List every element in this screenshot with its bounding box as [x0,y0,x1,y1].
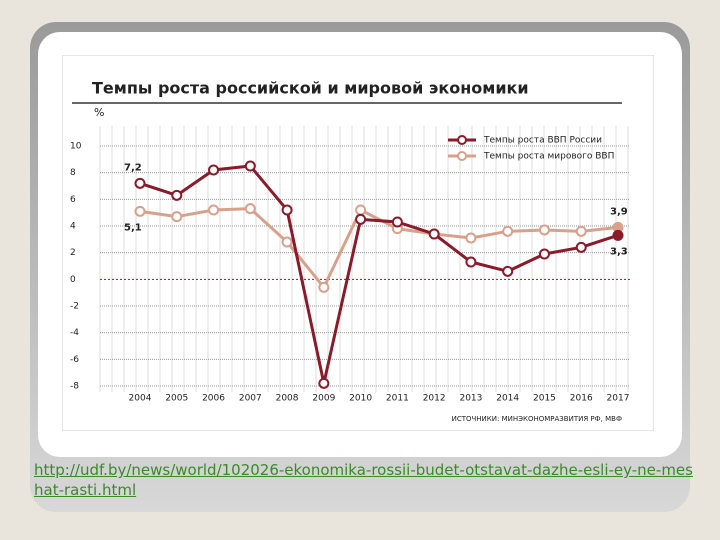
data-point [244,160,256,172]
data-point [538,224,550,236]
x-tick-label: 2012 [423,394,446,404]
data-point [208,164,220,176]
y-tick-label: -4 [70,328,79,338]
y-tick-label: 4 [70,222,76,232]
data-point [575,241,587,253]
y-tick-label: -2 [70,302,79,312]
x-tick-label: 2014 [496,394,519,404]
x-tick-label: 2013 [459,394,482,404]
x-tick-label: 2010 [349,394,372,404]
data-point [244,203,256,215]
x-tick-label: 2009 [312,394,335,404]
data-point [391,216,403,228]
legend-marker [457,135,467,145]
data-point [281,236,293,248]
data-point [318,281,330,293]
data-label: 3,9 [610,206,628,217]
source-note: ИСТОЧНИКИ: МИНЭКОНОМРАЗВИТИЯ РФ, МВФ [452,415,622,423]
x-tick-label: 2017 [607,394,630,404]
y-tick-label: 0 [70,275,76,285]
data-point [575,225,587,237]
x-tick-label: 2004 [129,394,152,404]
chart: Темпы роста российской и мировой экономи… [62,55,654,431]
y-tick-label: 8 [70,168,76,178]
data-point [428,228,440,240]
data-label: 3,3 [610,246,628,257]
data-point [355,204,367,216]
chart-bg [62,55,654,431]
x-tick-label: 2005 [165,394,188,404]
x-tick-label: 2007 [239,394,262,404]
x-tick-label: 2015 [533,394,556,404]
data-point [171,211,183,223]
x-tick-label: 2016 [570,394,593,404]
data-point [208,204,220,216]
data-point [134,205,146,217]
data-point [502,265,514,277]
data-point [502,225,514,237]
chart-title: Темпы роста российской и мировой экономи… [92,79,529,98]
data-point [355,213,367,225]
x-tick-label: 2008 [276,394,299,404]
x-tick-label: 2006 [202,394,225,404]
y-tick-label: -8 [70,382,79,392]
legend-label: Темпы роста мирового ВВП [483,152,614,162]
data-point [538,248,550,260]
y-axis-label: % [94,106,104,119]
data-point [134,177,146,189]
series-line [139,164,619,384]
x-tick-label: 2011 [386,394,409,404]
data-point [465,256,477,268]
data-point [281,204,293,216]
y-tick-label: -6 [70,355,79,365]
data-point [171,189,183,201]
y-tick-label: 6 [70,195,76,205]
data-point [612,229,624,241]
data-point [465,232,477,244]
data-label: 7,2 [124,162,142,173]
legend-label: Темпы роста ВВП России [483,136,602,146]
data-point [318,377,330,389]
legend-marker [457,151,467,161]
source-link[interactable]: http://udf.by/news/world/102026-ekonomik… [34,461,693,499]
data-label: 5,1 [124,222,142,233]
y-tick-label: 2 [70,248,76,258]
y-tick-label: 10 [70,142,82,152]
